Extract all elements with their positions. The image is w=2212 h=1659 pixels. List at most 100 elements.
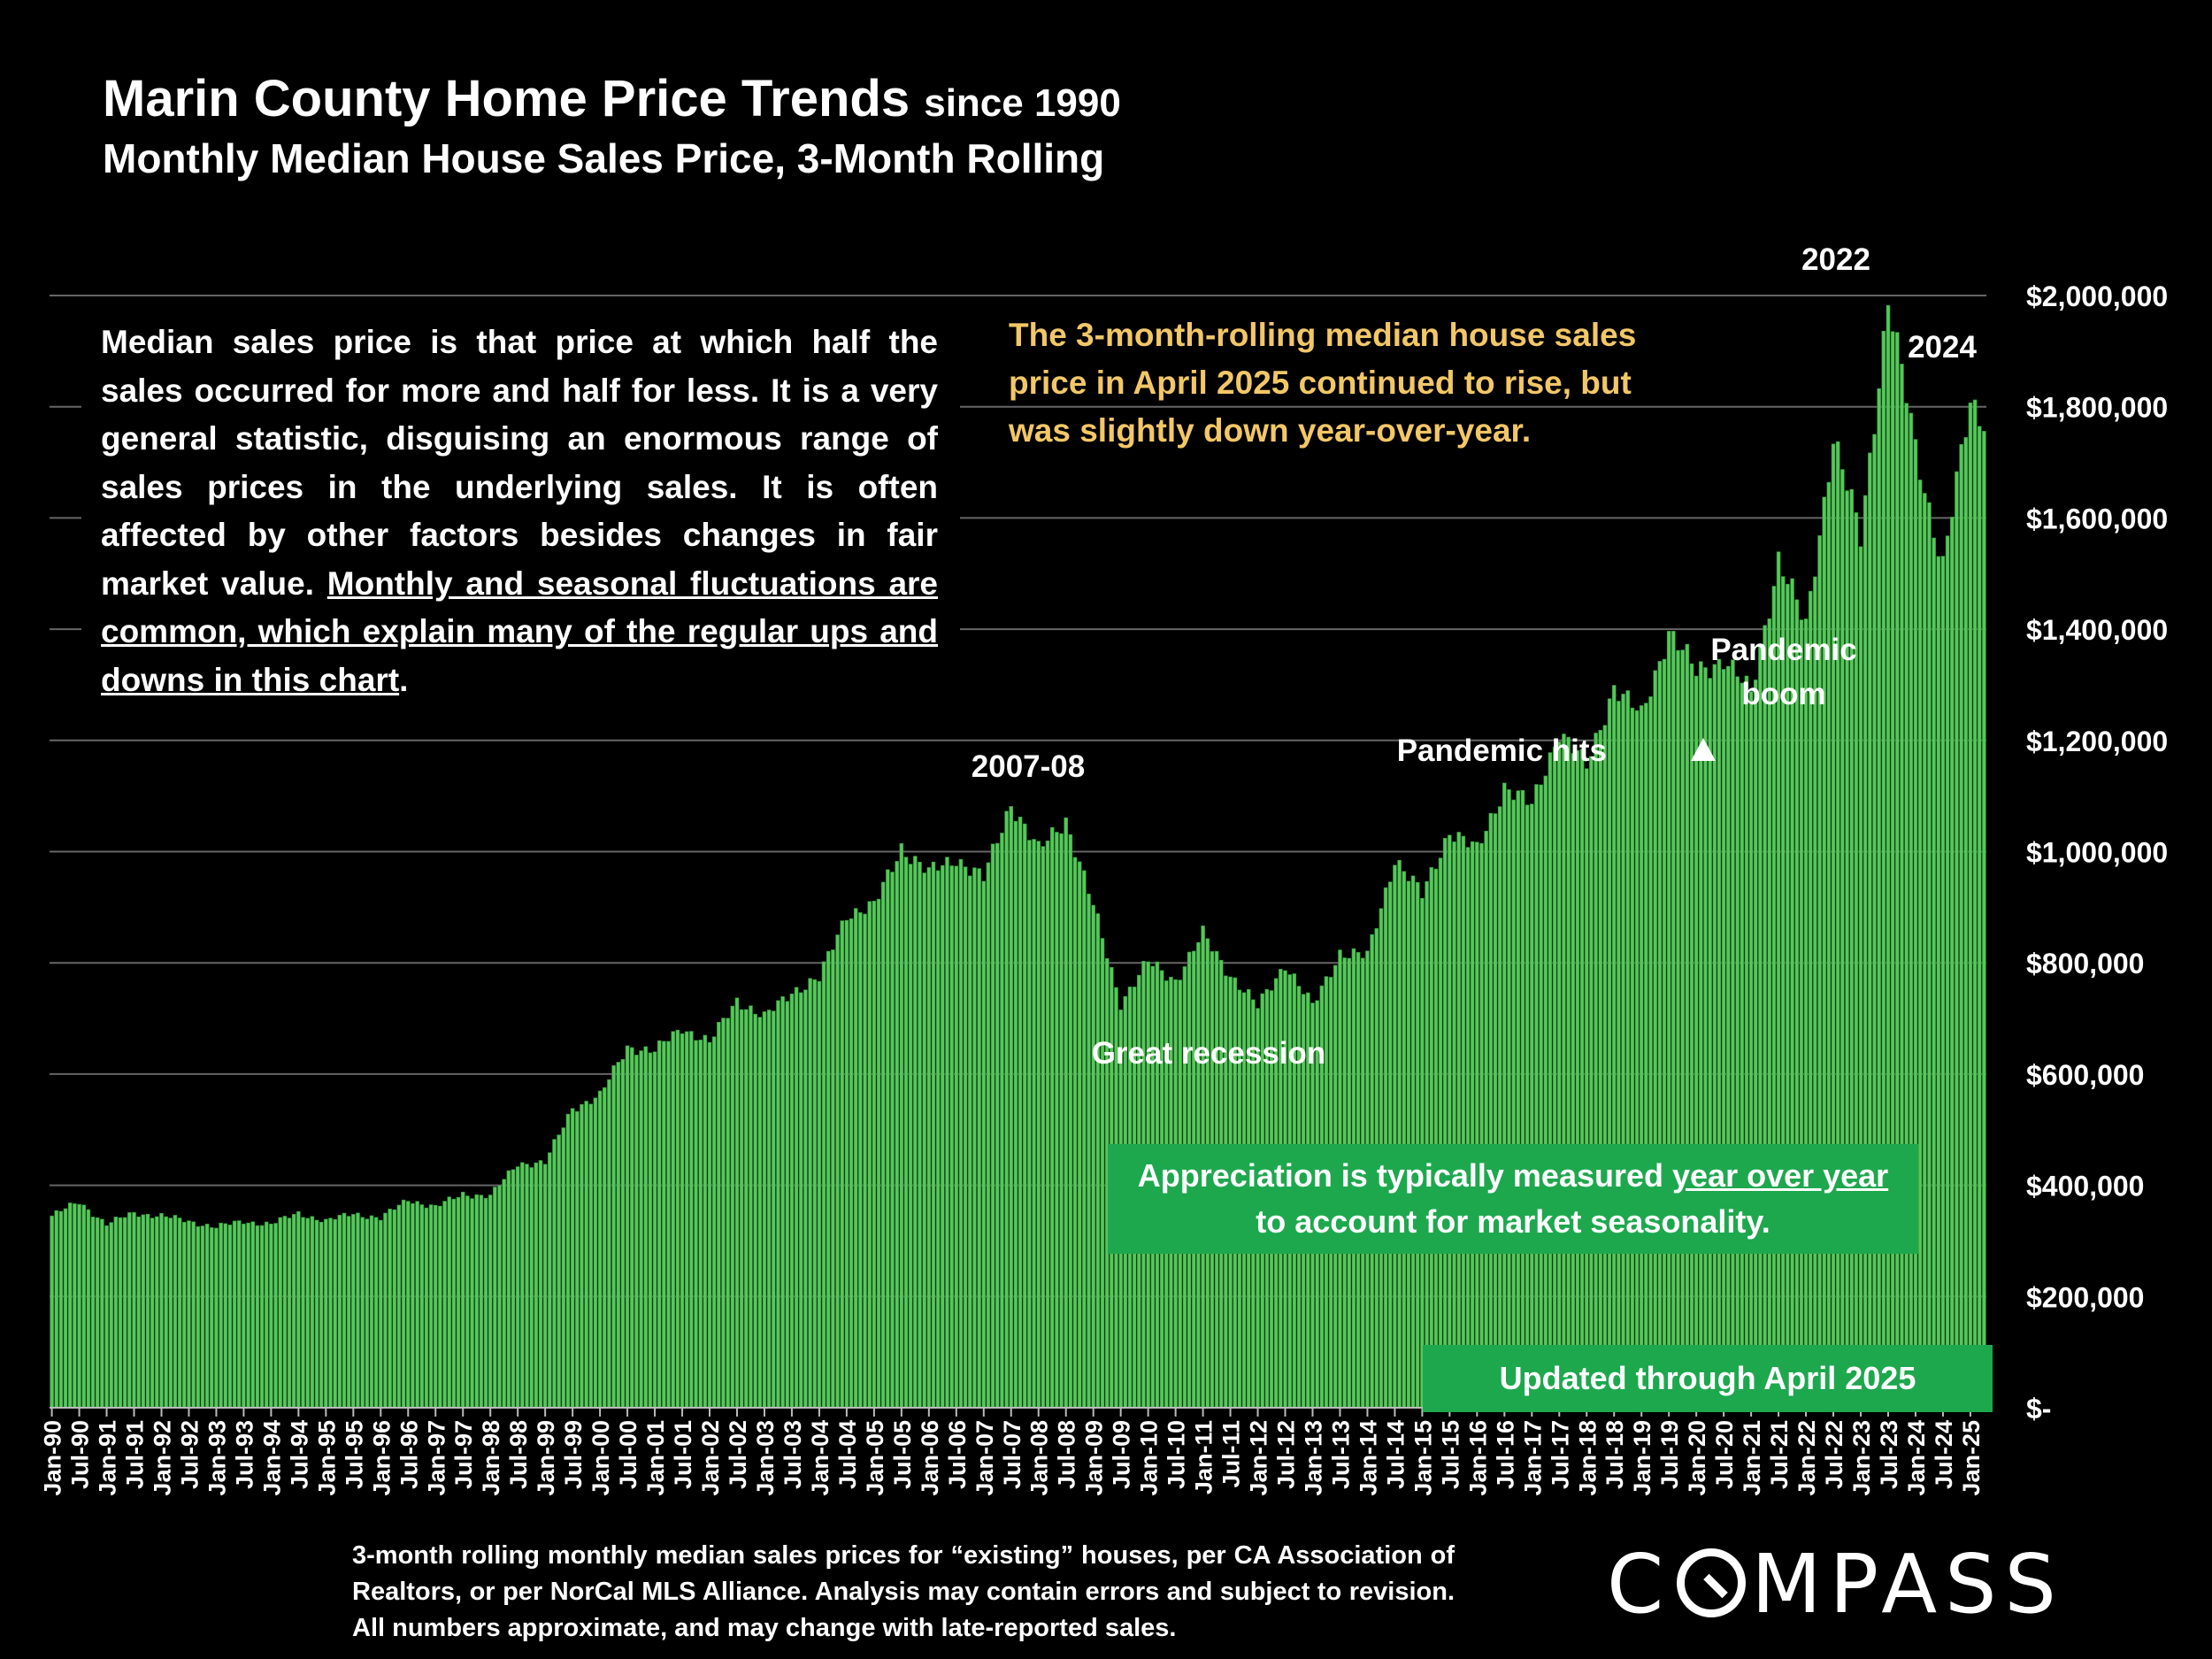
x-tick-label: Jul-91 [122,1420,149,1489]
x-tick-label: Jul-97 [450,1420,477,1489]
price-bar [625,1045,630,1409]
compass-logo: C MPASS [1607,1537,2064,1632]
price-bar [1676,649,1680,1409]
annotation-pandemic-boom: boom [1741,677,1825,711]
price-bar [1666,631,1671,1409]
price-bar [159,1213,164,1409]
price-bar [588,1103,594,1409]
x-tick-label: Jul-09 [1109,1420,1135,1489]
x-tick-label: Jan-90 [40,1420,66,1496]
price-bar [1877,388,1881,1409]
x-tick-label: Jan-09 [1081,1420,1108,1496]
price-bar [1393,864,1397,1409]
price-bar [100,1218,104,1409]
appreciation-box: Appreciation is typically measured year … [1108,1144,1918,1254]
price-bar [346,1216,351,1409]
x-tick-label: Jan-19 [1629,1420,1655,1496]
price-bar [1511,799,1516,1409]
price-bar [164,1216,168,1409]
price-bar [383,1212,388,1409]
x-tick-label: Jul-96 [396,1420,422,1489]
price-bar [1726,665,1731,1409]
price-bar [1634,710,1640,1409]
price-bar [922,872,926,1409]
price-bar [447,1196,452,1409]
y-tick-label: $200,000 [2026,1281,2144,1313]
price-bar [1909,412,1914,1409]
price-bar [1731,659,1735,1409]
price-bar [1826,481,1832,1409]
price-bar [580,1103,584,1409]
price-bar [319,1221,324,1409]
x-tick-label: Jan-14 [1355,1420,1381,1496]
price-bar [1438,857,1443,1409]
price-bar [561,1127,566,1409]
price-bar [324,1218,328,1409]
price-bar [1055,832,1059,1409]
price-bar [1465,847,1471,1409]
price-bar [548,1152,552,1409]
price-bar [287,1217,292,1409]
price-bar [867,901,872,1409]
price-bar [766,1010,772,1409]
x-tick-label: Jul-16 [1492,1420,1518,1489]
price-bar [1095,913,1101,1409]
price-bar [817,980,822,1409]
price-bar [835,934,840,1409]
price-bar [831,949,835,1409]
x-tick-label: Jul-15 [1437,1420,1463,1489]
price-bar [419,1204,425,1409]
x-tick-label: Jul-06 [944,1420,971,1489]
price-bar [753,1013,757,1409]
price-bar [1059,833,1064,1409]
price-bar [342,1212,347,1409]
price-bar [689,1031,694,1409]
price-bar [470,1198,474,1409]
compass-o-icon [1677,1548,1747,1617]
x-tick-label: Jul-99 [560,1420,587,1489]
price-bar [236,1220,242,1409]
price-bar [890,872,895,1409]
price-bar [483,1198,488,1409]
price-bar [1516,790,1521,1409]
annotation-2022: 2022 [1801,242,1870,277]
price-bar [141,1214,146,1409]
price-bar [50,1215,54,1409]
price-bar [1552,746,1557,1409]
x-tick-label: Jan-99 [533,1420,559,1496]
price-bar [379,1219,383,1409]
price-bar [734,997,740,1409]
price-bar [675,1029,680,1409]
price-bar [1763,625,1767,1409]
price-bar [465,1195,470,1409]
price-bar [438,1205,442,1409]
price-bar [1032,839,1036,1409]
price-bar [1904,403,1909,1409]
price-bar [1027,840,1032,1409]
price-bar [671,1031,675,1409]
price-bar [1767,618,1772,1409]
price-bar [958,858,964,1409]
price-bar [73,1203,77,1409]
price-bar [365,1218,370,1409]
price-bar [373,1217,379,1409]
appreciation-underlined: year over year [1672,1157,1889,1194]
price-bar [1502,782,1507,1409]
price-bar [1963,437,1969,1409]
x-tick-label: Jan-01 [642,1420,669,1496]
price-bar [840,920,845,1409]
price-bar [1507,789,1511,1409]
x-tick-label: Jan-98 [478,1420,504,1496]
price-bar [730,1005,735,1409]
price-bar [67,1202,73,1409]
price-bar [493,1187,497,1409]
price-bar [1639,705,1644,1409]
price-bar [945,856,949,1409]
price-bar [488,1194,493,1409]
price-bar [122,1217,127,1409]
price-bar [1621,694,1625,1409]
x-tick-label: Jul-02 [725,1420,751,1489]
price-bar [1579,749,1585,1409]
y-tick-label: $1,800,000 [2026,392,2168,424]
chart-title: Marin County Home Price Trends since 199… [103,69,1121,128]
